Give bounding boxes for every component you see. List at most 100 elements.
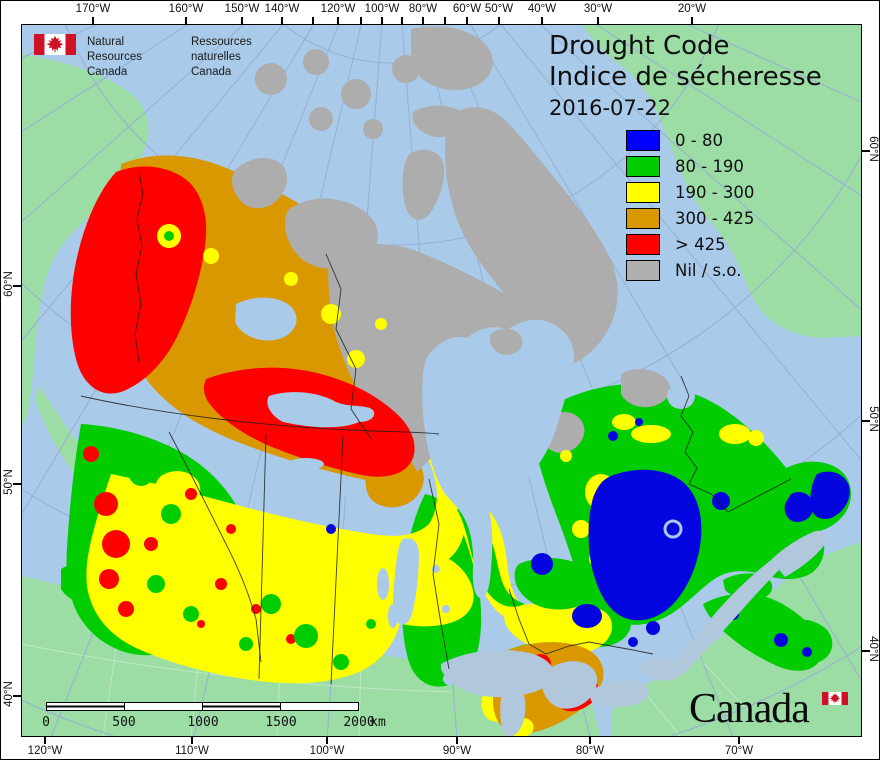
axis-tick: [360, 17, 362, 24]
axis-label: 120°W: [27, 745, 63, 757]
logo-en-line2: Canada: [87, 66, 128, 78]
axis-tick: [312, 17, 314, 24]
legend-label: 80 - 190: [675, 157, 744, 176]
axis-tick: [185, 17, 187, 24]
axis-tick: [191, 737, 193, 744]
axis-tick: [738, 737, 740, 744]
legend-label: > 425: [675, 235, 726, 254]
legend-row: 190 - 300: [626, 182, 754, 203]
axis-tick: [401, 17, 403, 24]
axis-tick: [13, 285, 21, 287]
legend-row: > 425: [626, 234, 754, 255]
axis-tick: [326, 737, 328, 744]
axis-tick: [498, 17, 500, 24]
axis-label: 60°N: [3, 271, 15, 297]
title-date: 2016-07-22: [549, 96, 672, 120]
axis-tick: [381, 17, 383, 24]
title-line2: Indice de sécheresse: [549, 62, 822, 92]
axis-tick: [422, 17, 424, 24]
canada-flag-icon: [34, 34, 76, 55]
legend-swatch-orange: [626, 208, 660, 229]
axis-tick: [862, 150, 870, 152]
axis-tick: [456, 737, 458, 744]
axis-tick: [44, 737, 46, 744]
scale-label: 0: [42, 715, 50, 730]
axis-tick: [13, 695, 21, 697]
axis-tick: [862, 420, 870, 422]
southampton-island: [490, 328, 523, 356]
hudson-bay: [422, 319, 575, 598]
axis-label: 100°W: [364, 3, 400, 15]
scale-label: 1500: [265, 715, 297, 730]
axis-tick: [862, 650, 870, 652]
wordmark-flag-icon: [822, 692, 848, 705]
great-lakes: [441, 530, 828, 736]
axis-tick: [92, 17, 94, 24]
axis-label: 40°N: [867, 636, 879, 662]
axis-label: 20°W: [677, 3, 707, 15]
axis-tick: [597, 17, 599, 24]
axis-label: 120°W: [320, 3, 356, 15]
axis-tick: [241, 17, 243, 24]
wordmark-text: Canada: [689, 686, 810, 732]
axis-label: 60°W: [452, 3, 482, 15]
map-svg: [21, 24, 862, 737]
legend-swatch-gray: [626, 260, 660, 281]
axis-label: 110°W: [175, 745, 209, 757]
legend-row: 0 - 80: [626, 130, 754, 151]
logo-en-line1: Natural Resources: [87, 36, 142, 63]
logo-text-fr: Ressources naturelles Canada: [191, 35, 252, 80]
scale-unit: km: [370, 715, 386, 730]
legend-swatch-yellow: [626, 182, 660, 203]
logo-fr-line2: Canada: [191, 66, 232, 78]
axis-label: 160°W: [168, 3, 204, 15]
legend-label: 0 - 80: [675, 131, 723, 150]
axis-tick: [13, 483, 21, 485]
legend-label: 300 - 425: [675, 209, 755, 228]
axis-tick: [337, 17, 339, 24]
axis-label: 40°W: [527, 3, 557, 15]
canada-wordmark: Canada: [689, 686, 848, 732]
scale-label: 500: [112, 715, 136, 730]
axis-label: 50°N: [3, 469, 15, 495]
province-borders: [80, 171, 792, 685]
axis-tick: [466, 17, 468, 24]
title-line1: Drought Code: [549, 31, 730, 61]
scale-segment: [203, 703, 281, 710]
map-title: Drought Code Indice de sécheresse 2016-0…: [549, 31, 822, 120]
axis-label: 80°W: [575, 745, 605, 757]
axis-label: 40°N: [3, 681, 15, 707]
axis-label: 100°W: [309, 745, 345, 757]
axis-tick: [444, 17, 446, 24]
scale-segment: [125, 703, 203, 710]
axis-tick: [691, 17, 693, 24]
legend: 0 - 80 80 - 190 190 - 300 300 - 425 > 42…: [626, 130, 754, 286]
legend-label: Nil / s.o.: [675, 261, 742, 280]
axis-tick: [589, 737, 591, 744]
axis-label: 50°N: [867, 406, 879, 432]
logo-text-en: Natural Resources Canada: [87, 35, 142, 80]
legend-row: 300 - 425: [626, 208, 754, 229]
axis-label: 70°W: [724, 745, 754, 757]
manicouagan-ring: [663, 519, 683, 539]
legend-swatch-blue: [626, 130, 660, 151]
logo-fr-line1: Ressources naturelles: [191, 36, 252, 63]
axis-label: 170°W: [75, 3, 111, 15]
scale-bar-graphic: [46, 702, 359, 711]
axis-label: 60°N: [867, 136, 879, 162]
scale-label: 1000: [187, 715, 219, 730]
scale-bar: 0 500 1000 1500 2000 km: [42, 702, 386, 730]
axis-label: 150°W: [224, 3, 260, 15]
axis-label: 50°W: [484, 3, 514, 15]
legend-row: 80 - 190: [626, 156, 754, 177]
scale-segment: [47, 703, 125, 710]
legend-swatch-green: [626, 156, 660, 177]
axis-label: 90°W: [442, 745, 472, 757]
scale-segment: [281, 703, 358, 710]
legend-swatch-red: [626, 234, 660, 255]
scale-label: 2000: [343, 715, 375, 730]
legend-label: 190 - 300: [675, 183, 755, 202]
axis-tick: [541, 17, 543, 24]
axis-tick: [281, 17, 283, 24]
